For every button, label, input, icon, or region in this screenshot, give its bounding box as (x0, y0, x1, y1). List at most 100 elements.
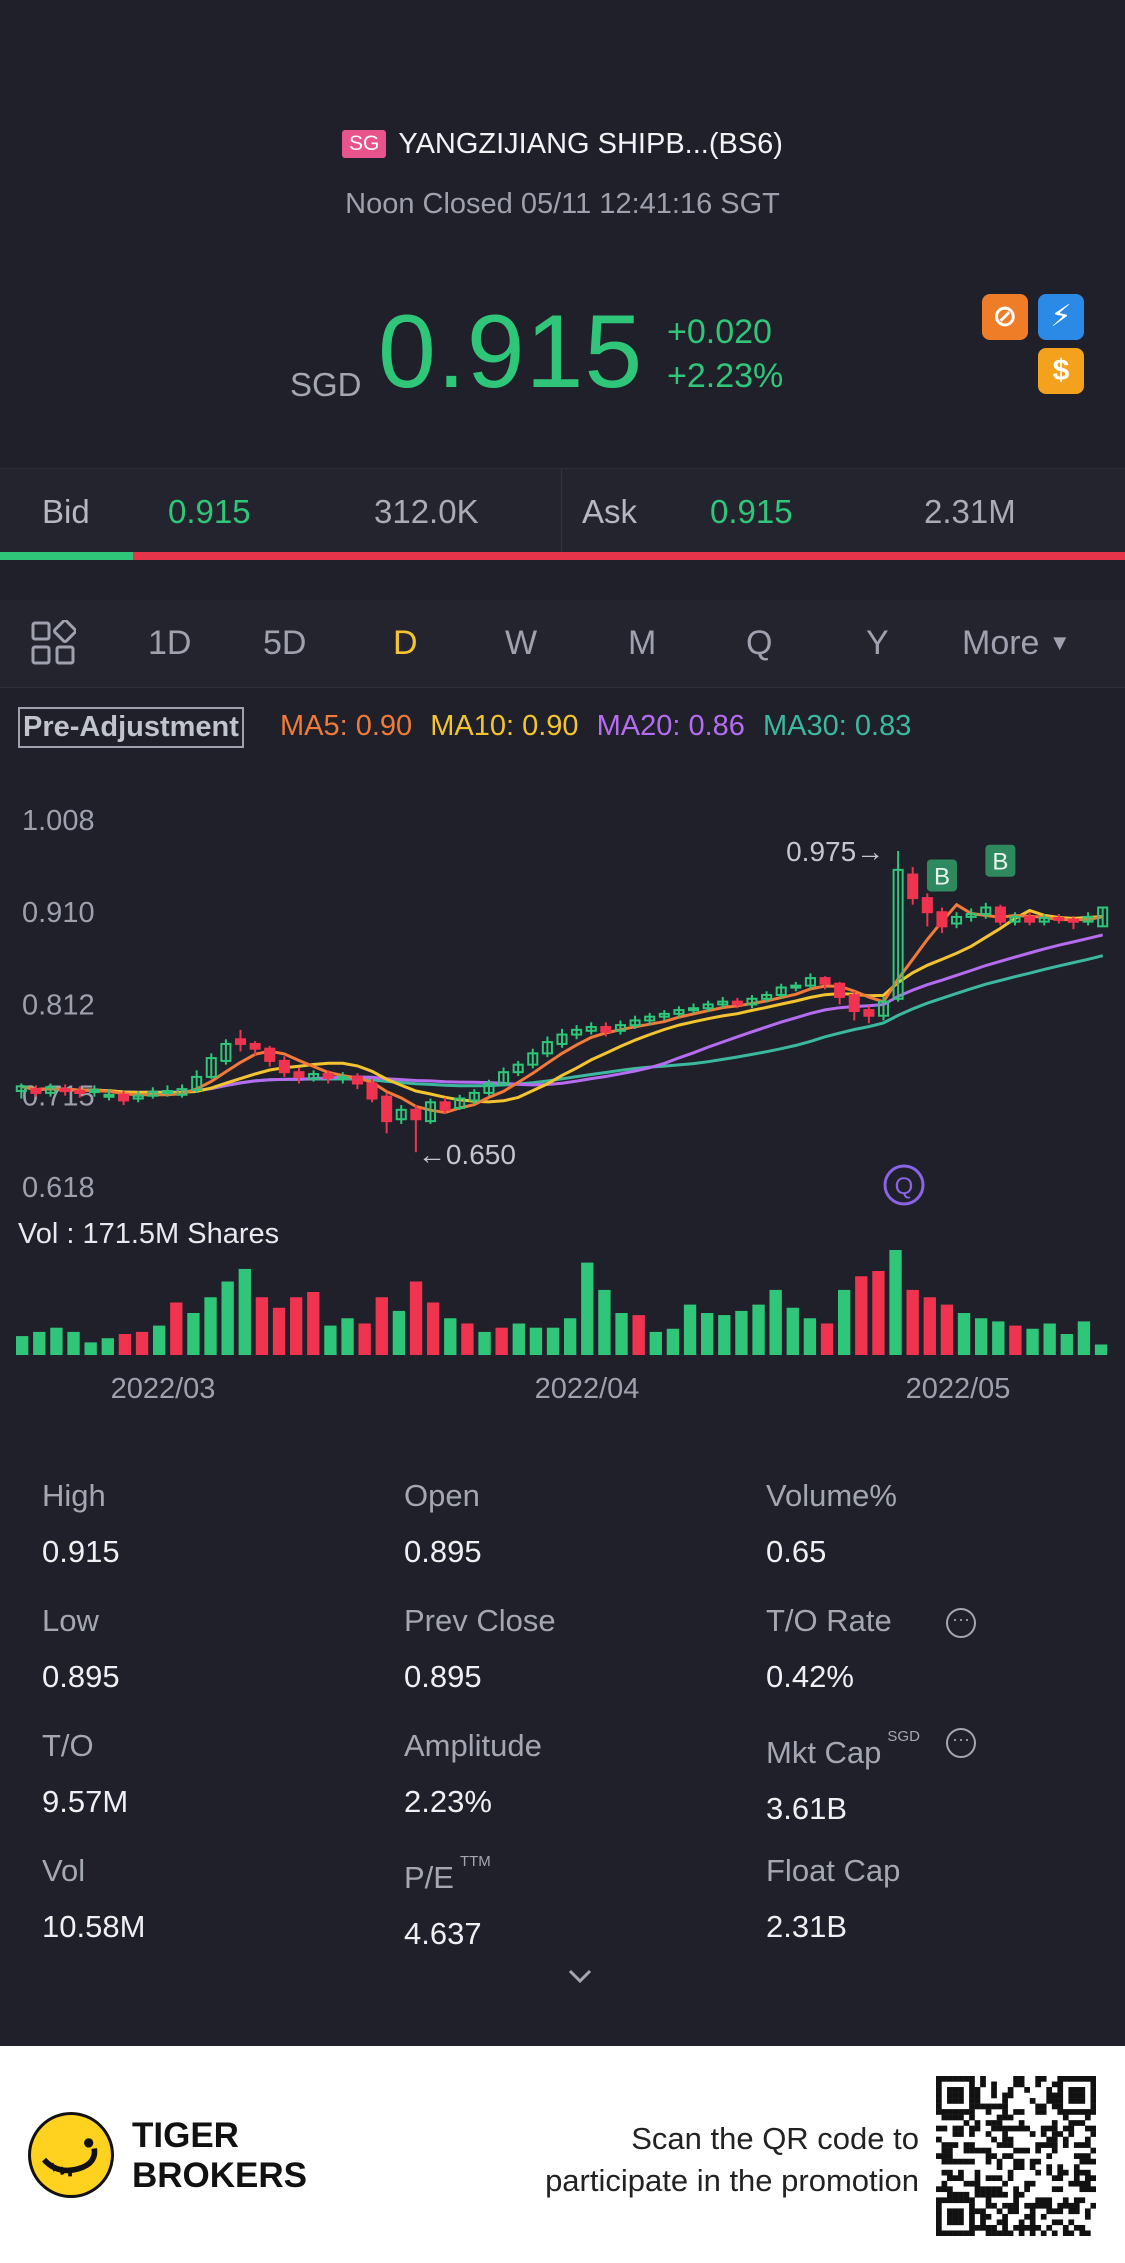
to-rate-info-icon[interactable]: ··· (946, 1608, 976, 1638)
candle-body (366, 1082, 378, 1100)
qr-module (1073, 2153, 1080, 2159)
expand-chevron-icon[interactable] (566, 1962, 594, 1990)
candle (1082, 912, 1094, 926)
volume-bar (1026, 1328, 1039, 1355)
candle-body (410, 1108, 422, 1121)
buy-marker: B (985, 844, 1016, 877)
qr-module (1046, 2208, 1053, 2215)
tab-more[interactable]: More ▼ (962, 624, 1071, 663)
lightning-icon[interactable]: ⚡ (1038, 294, 1084, 340)
pre-adjustment-toggle[interactable]: Pre-Adjustment (18, 707, 244, 748)
qr-module (985, 2224, 992, 2231)
qr-module (1068, 2202, 1075, 2209)
volume-bar (427, 1302, 440, 1355)
qr-module (1062, 2136, 1069, 2143)
stat-open-label: Open (404, 1478, 480, 1513)
candle (234, 1029, 247, 1052)
candle (366, 1078, 378, 1103)
qr-module (1002, 2153, 1008, 2159)
qr-module (1029, 2219, 1036, 2226)
candlestick-chart[interactable]: 1.008 0.910 0.812 0.715 0.618 0.975→ ←0.650 B B… (0, 760, 1125, 1420)
bid-ask-ratio-bar (0, 552, 1125, 560)
candle (863, 1006, 875, 1024)
candle-body (483, 1082, 495, 1094)
qr-module (1018, 2230, 1025, 2236)
bid-ask-divider (561, 469, 562, 553)
qr-module (1073, 2120, 1080, 2126)
candle (892, 851, 904, 1002)
stat-volume-pct-label: Volume% (766, 1478, 897, 1513)
mkt-cap-info-icon[interactable]: ··· (946, 1728, 976, 1758)
qr-module (1073, 2076, 1080, 2082)
qr-module (1084, 2208, 1091, 2215)
tab-w[interactable]: W (505, 624, 538, 662)
qr-module (1002, 2103, 1008, 2110)
volume-bar (153, 1325, 166, 1355)
qr-module (1084, 2153, 1091, 2159)
qr-module (996, 2103, 1003, 2110)
volume-bar (718, 1315, 731, 1355)
market-badge: SG (342, 130, 387, 158)
candle (351, 1073, 363, 1090)
candle-body (804, 977, 816, 987)
grid-layout-icon[interactable] (30, 620, 76, 666)
qr-module (936, 2125, 942, 2132)
zoom-icon[interactable]: Q (883, 1164, 925, 1206)
qr-module (1035, 2202, 1042, 2209)
volume-bar (444, 1318, 457, 1355)
stat-amplitude: Amplitude 2.23% (404, 1728, 734, 1820)
mkt-cap-label-text: Mkt Cap (766, 1735, 882, 1770)
candle-body (205, 1057, 217, 1078)
bid-ratio-fill (0, 552, 133, 560)
tiger-logo (28, 2112, 114, 2198)
qr-module (1057, 2092, 1064, 2099)
qr-module (996, 2125, 1003, 2132)
tab-q[interactable]: Q (746, 624, 773, 662)
qr-module (1079, 2197, 1086, 2204)
qr-module (1013, 2109, 1019, 2115)
change-value: +0.020 (667, 313, 772, 351)
volume-bar (101, 1338, 114, 1355)
qr-module (947, 2158, 953, 2165)
volume-label: Vol : 171.5M Shares (18, 1218, 279, 1250)
candle (103, 1089, 115, 1101)
tab-1d[interactable]: 1D (148, 624, 192, 662)
volume-bar (495, 1327, 508, 1355)
qr-module (1040, 2103, 1047, 2110)
qr-module (952, 2230, 959, 2236)
candle-body (702, 1003, 714, 1010)
qr-module (985, 2120, 992, 2126)
no-short-icon[interactable]: ⊘ (982, 294, 1028, 340)
dollar-icon[interactable]: $ (1038, 348, 1084, 394)
candle-body (571, 1028, 583, 1036)
qr-module (1057, 2081, 1064, 2088)
qr-module (1024, 2087, 1030, 2093)
tab-m[interactable]: M (628, 624, 657, 662)
stat-prev-close-value: 0.895 (404, 1659, 482, 1694)
tab-5d[interactable]: 5D (263, 624, 307, 662)
volume-bar (135, 1331, 149, 1355)
qr-module (1029, 2213, 1036, 2220)
qr-module (936, 2224, 942, 2231)
volume-bar (769, 1289, 782, 1355)
qr-module (952, 2191, 959, 2198)
qr-module (1018, 2120, 1025, 2126)
qr-module (1046, 2224, 1053, 2231)
tab-y[interactable]: Y (866, 624, 889, 662)
candle-body (1067, 918, 1079, 923)
bid-size: 312.0K (374, 493, 479, 530)
qr-module (1007, 2175, 1014, 2182)
qr-module (1013, 2076, 1019, 2082)
qr-module (991, 2103, 997, 2110)
qr-module (969, 2125, 975, 2132)
candle-body (819, 977, 831, 985)
qr-module (1046, 2092, 1053, 2099)
tab-d[interactable]: D (393, 624, 418, 662)
stat-low: Low 0.895 (42, 1603, 372, 1695)
qr-module (1007, 2125, 1014, 2132)
qr-module (1013, 2197, 1019, 2204)
qr-module (947, 2197, 953, 2204)
qr-module (1002, 2125, 1008, 2132)
candle (673, 1006, 685, 1018)
qr-module (936, 2098, 942, 2104)
